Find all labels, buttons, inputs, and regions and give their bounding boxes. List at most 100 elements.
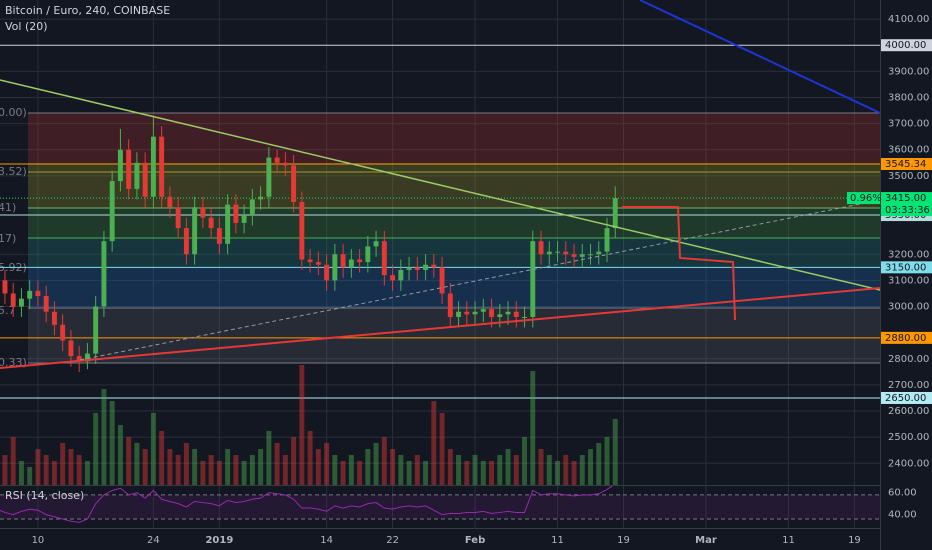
candle-body (68, 340, 74, 357)
fib-labels: 0.00) 3.52) 41) 17) 5.92) 5.7 0.33) (0, 106, 27, 369)
candle-body (109, 181, 115, 242)
volume-bar (381, 437, 387, 485)
volume-bar (505, 449, 511, 485)
volume-bar (142, 449, 148, 485)
candle-body (60, 324, 66, 341)
candle-body (348, 259, 354, 268)
volume-bar (357, 461, 363, 485)
candle-body (183, 228, 189, 255)
rsi-tick-label: 60.00 (888, 488, 917, 499)
candle-body (175, 207, 181, 229)
x-tick-label: Feb (465, 535, 485, 546)
volume-bar (225, 449, 231, 485)
candle-body (117, 149, 123, 182)
candle-body (258, 196, 264, 200)
fib-label: 41) (0, 201, 16, 214)
price-label-box (881, 391, 932, 404)
volume-bar (439, 413, 445, 485)
x-tick-label: 24 (147, 535, 160, 546)
y-tick-label: 3700.00 (888, 119, 929, 130)
volume-bar (406, 461, 412, 485)
x-tick-label: 11 (551, 535, 564, 546)
y-tick-label: 3100.00 (888, 275, 929, 286)
trend-line (79, 199, 880, 361)
trend-line (0, 79, 880, 291)
volume-bar (571, 461, 577, 485)
volume-bar (68, 449, 74, 485)
change-label: 0.96% (850, 193, 882, 204)
volume-bar (274, 443, 280, 485)
volume-bar (159, 431, 165, 485)
volume-bar (530, 371, 536, 485)
price-label-box (881, 158, 932, 171)
candle-body (406, 267, 412, 270)
candle-body (439, 267, 445, 294)
candle-body (2, 280, 8, 294)
price-label-box (881, 261, 932, 274)
candle-body (299, 201, 305, 260)
volume (2, 365, 618, 485)
volume-bar (579, 455, 585, 485)
candle-body (324, 264, 330, 281)
volume-bar (447, 449, 453, 485)
candle-body (596, 251, 602, 255)
y-tick-label: 2700.00 (888, 380, 929, 391)
y-tick-label: 2600.00 (888, 406, 929, 417)
price-label: 3150.00 (885, 262, 926, 273)
volume-bar (200, 461, 206, 485)
candle-body (579, 254, 585, 257)
candle-body (216, 228, 222, 244)
x-tick-label: Mar (695, 535, 717, 546)
candle-body (10, 293, 16, 307)
candle-body (390, 275, 396, 281)
candle-body (365, 246, 371, 263)
candle-body (101, 241, 107, 307)
y-tick-label: 4100.00 (888, 14, 929, 25)
volume-bar (266, 431, 272, 485)
drawings (0, 0, 880, 369)
candles (2, 115, 618, 372)
candle-body (480, 309, 486, 312)
volume-bar (538, 449, 544, 485)
volume-bar (480, 461, 486, 485)
volume-bar (233, 455, 239, 485)
x-tick-label: 14 (320, 535, 333, 546)
volume-bar (2, 455, 8, 485)
volume-bar (109, 401, 115, 485)
y-tick-label: 2800.00 (888, 354, 929, 365)
candle-body (233, 204, 239, 223)
candle-body (208, 217, 214, 229)
candle-body (134, 162, 140, 189)
candle-body (398, 269, 404, 281)
y-tick-label: 2500.00 (888, 432, 929, 443)
volume-bar (101, 389, 107, 485)
volume-bar (134, 443, 140, 485)
candle-body (126, 149, 132, 189)
candle-body (464, 311, 470, 315)
candle-body (266, 157, 272, 197)
candle-body (505, 311, 511, 315)
candle-body (241, 215, 247, 223)
volume-label: Vol (20) (5, 20, 48, 33)
candle-body (513, 311, 519, 317)
volume-bar (208, 455, 214, 485)
candle-body (431, 264, 437, 268)
candle-body (563, 251, 569, 255)
rsi-band-fill (0, 494, 880, 520)
countdown-label: 03:33:36 (885, 205, 930, 216)
volume-bar (93, 413, 99, 485)
trend-line (0, 287, 880, 369)
candle-body (225, 204, 231, 244)
volume-bar (472, 455, 478, 485)
candle-body (357, 259, 363, 263)
candle-body (456, 311, 462, 317)
fib-label: 3.52) (0, 165, 27, 178)
volume-bar (612, 419, 618, 485)
candle-body (497, 314, 503, 317)
volume-bar (299, 365, 305, 485)
volume-bar (398, 455, 404, 485)
volume-bar (489, 461, 495, 485)
fib-zone (28, 268, 880, 308)
